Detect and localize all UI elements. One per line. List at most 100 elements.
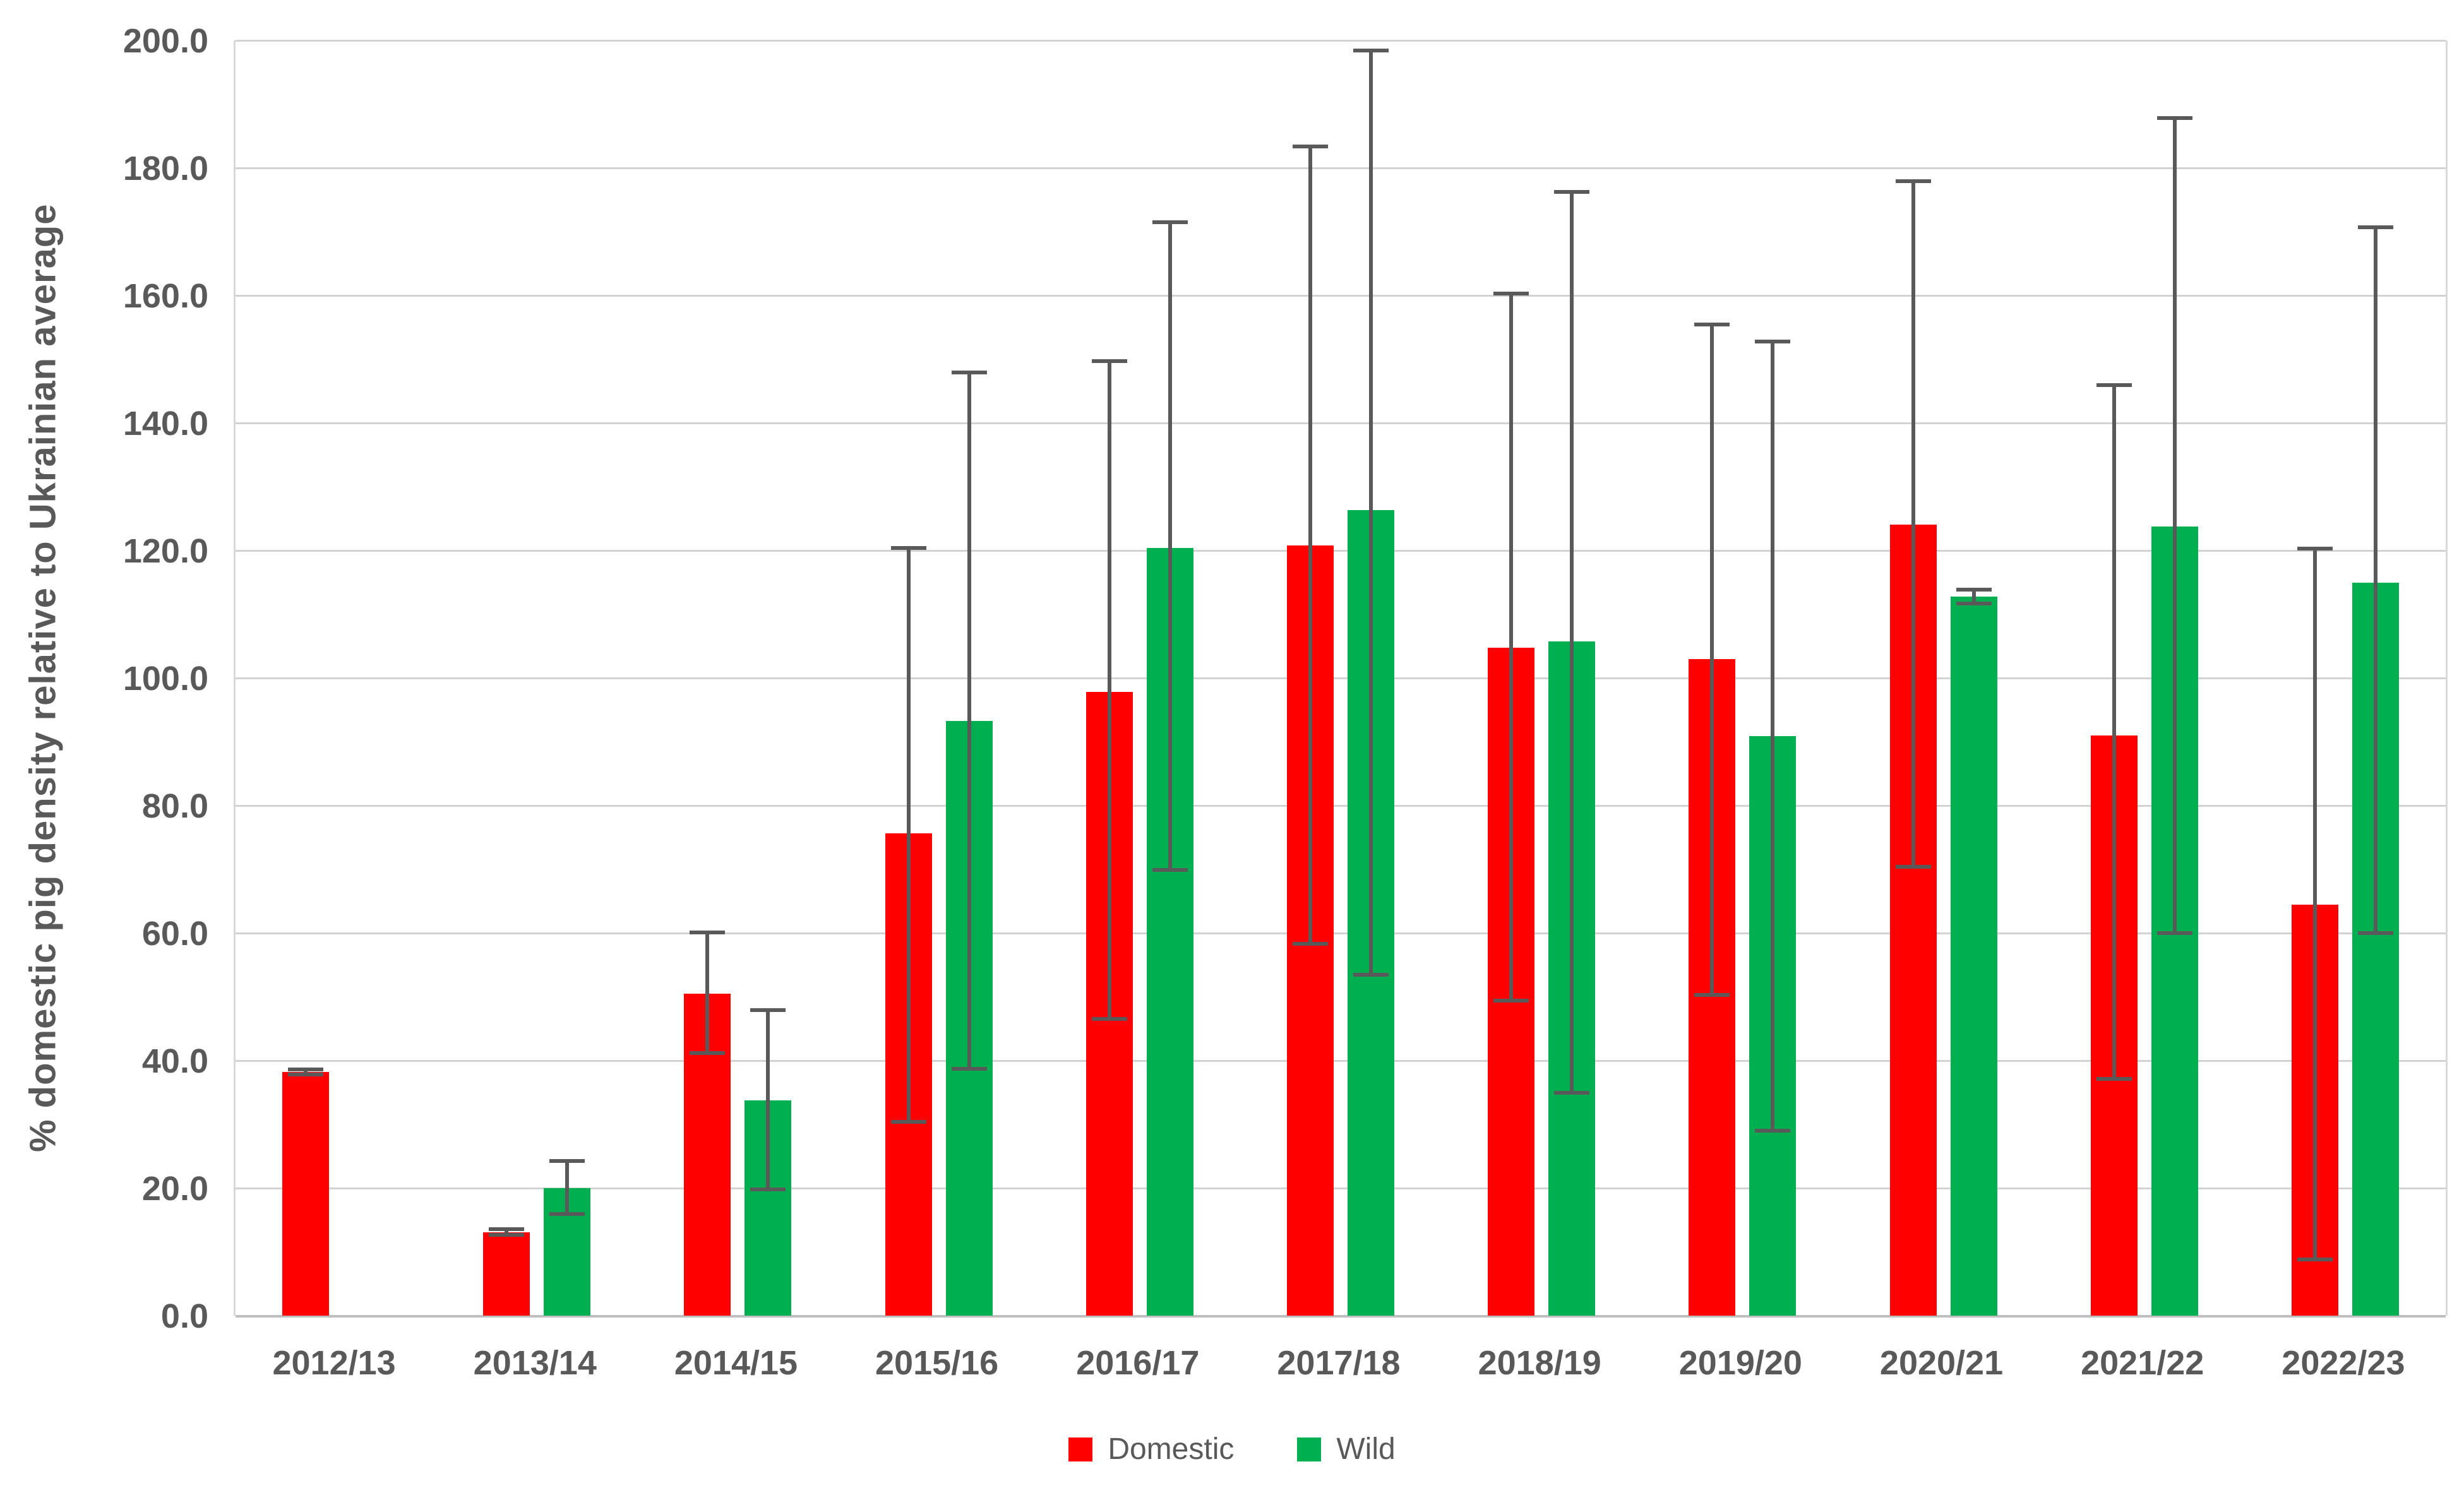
bar-domestic-2012/13 xyxy=(282,1072,330,1316)
error-cap-bottom-wild-2013/14 xyxy=(549,1212,585,1217)
y-tick-label: 120.0 xyxy=(123,532,208,570)
error-cap-top-domestic-2012/13 xyxy=(288,1068,324,1072)
error-bar-wild-2014/15 xyxy=(766,1010,770,1189)
error-cap-bottom-wild-2021/22 xyxy=(2156,931,2192,935)
error-cap-top-domestic-2017/18 xyxy=(1293,144,1328,148)
y-tick-label: 200.0 xyxy=(123,22,208,60)
error-cap-bottom-wild-2020/21 xyxy=(1956,601,1992,605)
x-tick-label-2020/21: 2020/21 xyxy=(1879,1344,2004,1382)
error-bar-wild-2021/22 xyxy=(2172,118,2177,933)
x-tick-label-2018/19: 2018/19 xyxy=(1478,1344,1601,1382)
error-bar-wild-2022/23 xyxy=(2373,227,2377,933)
x-tick-label-2019/20: 2019/20 xyxy=(1678,1344,1802,1382)
error-cap-bottom-domestic-2016/17 xyxy=(1091,1017,1127,1021)
error-cap-bottom-wild-2018/19 xyxy=(1554,1090,1590,1095)
error-cap-bottom-wild-2022/23 xyxy=(2357,931,2393,935)
legend-label-domestic: Domestic xyxy=(1108,1432,1235,1466)
error-cap-bottom-wild-2014/15 xyxy=(750,1187,786,1192)
error-bar-domestic-2014/15 xyxy=(705,932,710,1053)
gridline xyxy=(236,677,2446,679)
legend-label-wild: Wild xyxy=(1336,1432,1396,1466)
error-cap-bottom-wild-2019/20 xyxy=(1755,1129,1791,1133)
error-cap-top-domestic-2016/17 xyxy=(1091,359,1127,364)
error-cap-bottom-wild-2016/17 xyxy=(1152,868,1188,872)
error-cap-bottom-domestic-2015/16 xyxy=(890,1119,926,1124)
gridline xyxy=(236,805,2446,807)
error-cap-bottom-domestic-2018/19 xyxy=(1493,999,1529,1003)
error-cap-top-wild-2020/21 xyxy=(1956,587,1992,592)
x-tick-label-2014/15: 2014/15 xyxy=(674,1344,798,1382)
error-bar-wild-2013/14 xyxy=(565,1160,570,1215)
error-bar-wild-2015/16 xyxy=(967,372,971,1069)
legend: Domestic Wild xyxy=(0,1432,2464,1467)
error-cap-bottom-domestic-2012/13 xyxy=(288,1073,324,1077)
gridline xyxy=(236,40,2446,42)
error-bar-wild-2017/18 xyxy=(1369,51,1373,975)
error-bar-wild-2018/19 xyxy=(1570,192,1574,1093)
x-tick-label-2021/22: 2021/22 xyxy=(2081,1344,2204,1382)
error-cap-bottom-wild-2017/18 xyxy=(1353,972,1389,977)
error-bar-domestic-2015/16 xyxy=(906,547,911,1122)
error-cap-top-domestic-2014/15 xyxy=(690,930,726,934)
error-cap-bottom-domestic-2022/23 xyxy=(2297,1258,2333,1262)
gridline xyxy=(236,550,2446,552)
x-tick-label-2013/14: 2013/14 xyxy=(473,1344,597,1382)
error-cap-top-wild-2018/19 xyxy=(1554,190,1590,194)
error-bar-domestic-2022/23 xyxy=(2312,548,2317,1260)
gridline xyxy=(236,932,2446,934)
error-cap-top-domestic-2022/23 xyxy=(2297,546,2333,551)
error-cap-top-wild-2021/22 xyxy=(2156,116,2192,121)
error-cap-bottom-domestic-2017/18 xyxy=(1293,942,1328,946)
error-cap-top-wild-2022/23 xyxy=(2357,225,2393,229)
error-bar-wild-2020/21 xyxy=(1971,589,1976,604)
x-tick-label-2016/17: 2016/17 xyxy=(1076,1344,1200,1382)
error-bar-domestic-2012/13 xyxy=(304,1069,308,1075)
y-tick-label: 40.0 xyxy=(141,1042,208,1080)
error-cap-top-wild-2019/20 xyxy=(1755,339,1791,343)
error-cap-top-domestic-2015/16 xyxy=(890,545,926,550)
error-bar-domestic-2018/19 xyxy=(1509,293,1514,1001)
x-tick-label-2015/16: 2015/16 xyxy=(875,1344,999,1382)
error-cap-top-wild-2016/17 xyxy=(1152,220,1188,224)
gridline xyxy=(236,1187,2446,1189)
error-bar-domestic-2021/22 xyxy=(2112,385,2116,1080)
gridline xyxy=(236,295,2446,297)
bar-domestic-2013/14 xyxy=(483,1232,530,1316)
gridline xyxy=(236,167,2446,169)
error-bar-domestic-2016/17 xyxy=(1107,361,1111,1020)
error-cap-top-domestic-2018/19 xyxy=(1493,291,1529,295)
legend-item-wild: Wild xyxy=(1297,1432,1396,1467)
error-bar-domestic-2020/21 xyxy=(1911,181,1915,867)
error-cap-top-wild-2014/15 xyxy=(750,1008,786,1013)
error-cap-bottom-domestic-2019/20 xyxy=(1694,992,1730,997)
y-tick-label: 160.0 xyxy=(123,277,208,315)
x-tick-label-2012/13: 2012/13 xyxy=(272,1344,396,1382)
error-cap-bottom-domestic-2013/14 xyxy=(489,1232,525,1237)
legend-item-domestic: Domestic xyxy=(1068,1432,1234,1467)
y-tick-label: 0.0 xyxy=(160,1297,208,1335)
error-cap-top-domestic-2019/20 xyxy=(1694,323,1730,327)
error-cap-bottom-domestic-2014/15 xyxy=(690,1051,726,1055)
bar-wild-2020/21 xyxy=(1950,596,1997,1316)
error-cap-bottom-wild-2015/16 xyxy=(951,1067,987,1071)
y-tick-label: 140.0 xyxy=(123,405,208,443)
y-tick-label: 20.0 xyxy=(141,1170,208,1208)
error-cap-bottom-domestic-2020/21 xyxy=(1895,864,1931,869)
y-tick-label: 100.0 xyxy=(123,660,208,698)
error-cap-top-wild-2013/14 xyxy=(549,1158,585,1163)
y-tick-label: 80.0 xyxy=(141,787,208,825)
x-axis-line xyxy=(236,1315,2446,1318)
error-cap-top-wild-2017/18 xyxy=(1353,49,1389,53)
error-bar-domestic-2019/20 xyxy=(1710,324,1714,995)
gridline xyxy=(236,422,2446,424)
error-cap-top-wild-2015/16 xyxy=(951,371,987,375)
gridline xyxy=(236,1060,2446,1062)
wild-legend-swatch-icon xyxy=(1297,1437,1322,1461)
error-cap-top-domestic-2013/14 xyxy=(489,1227,525,1231)
domestic-legend-swatch-icon xyxy=(1068,1437,1093,1461)
error-bar-wild-2019/20 xyxy=(1771,341,1775,1131)
x-tick-label-2017/18: 2017/18 xyxy=(1277,1344,1401,1382)
plot-area xyxy=(234,40,2448,1318)
error-bar-domestic-2017/18 xyxy=(1308,146,1312,944)
